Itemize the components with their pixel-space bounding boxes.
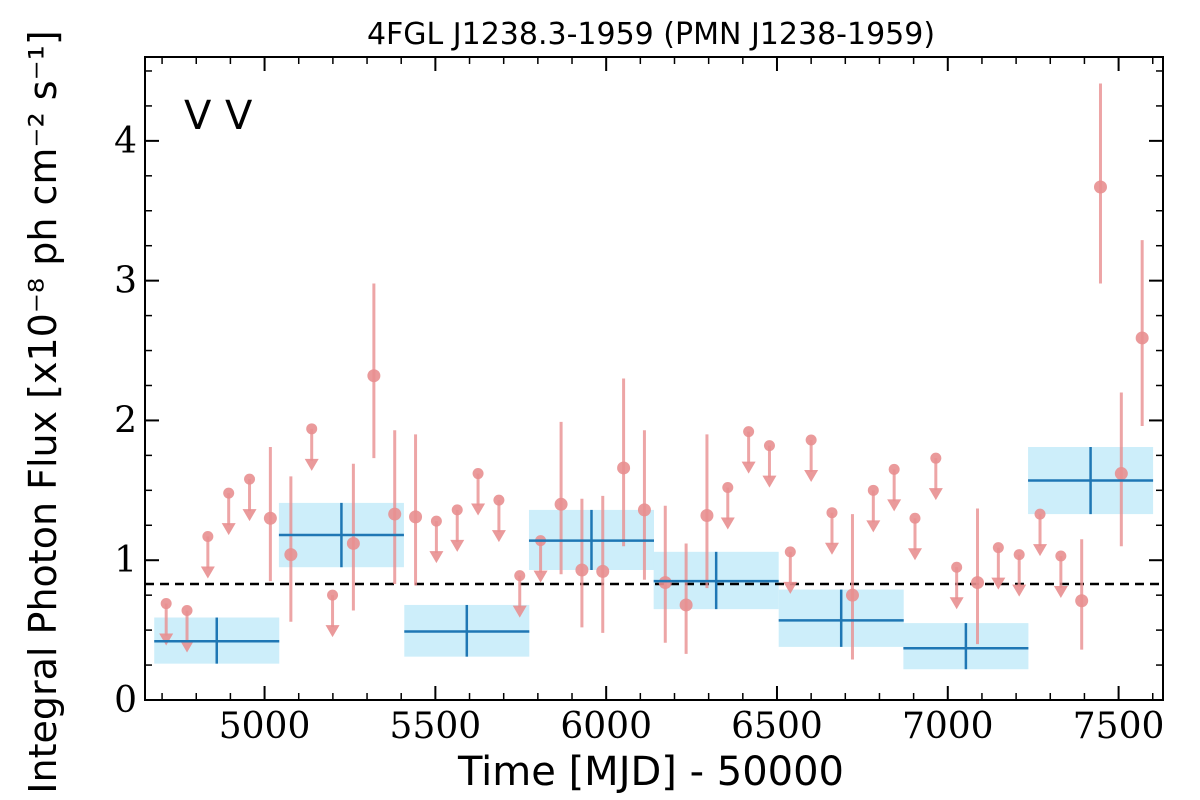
ul-arrow-11: [512, 605, 527, 618]
point-13: [700, 508, 714, 522]
axis-ticks: [145, 57, 1163, 701]
ul-point-27: [1055, 550, 1067, 562]
ul-point-3: [223, 487, 235, 499]
point-3: [367, 369, 381, 383]
ul-point-18: [826, 507, 838, 519]
point-7: [575, 563, 589, 577]
ul-point-19: [867, 484, 879, 496]
ul-arrow-4: [242, 509, 257, 522]
ul-point-6: [327, 589, 339, 601]
point-5: [409, 510, 423, 524]
ytick-label-3: 3: [114, 261, 137, 302]
ul-arrow-7: [429, 551, 444, 564]
ul-arrow-14: [741, 461, 756, 474]
ul-point-4: [244, 473, 256, 485]
ul-arrow-6: [325, 625, 340, 638]
x-axis-label: Time [MJD] - 50000: [457, 749, 844, 795]
xtick-label-5: 7500: [1073, 706, 1165, 747]
upper-limits: [159, 423, 1068, 653]
ul-point-16: [784, 546, 796, 558]
plot-frame: [144, 56, 1164, 701]
ul-point-2: [202, 530, 214, 542]
ul-arrow-19: [866, 520, 881, 533]
marker-v-blue: V: [184, 93, 212, 139]
bin-bands: [154, 446, 1154, 670]
point-19: [1135, 331, 1149, 345]
point-10: [637, 503, 651, 517]
tick-labels: 5000 5500 6000 6500 7000 7500 0 1 2 3 4: [114, 121, 1164, 747]
marker-v-red: V: [225, 93, 253, 139]
y-axis-label: Integral Photon Flux [x10⁻⁸ ph cm⁻² s⁻¹]: [21, 30, 65, 793]
ul-point-13: [722, 482, 734, 494]
ytick-label-1: 1: [114, 540, 137, 581]
ul-arrow-0: [159, 633, 174, 646]
ul-point-20: [888, 463, 900, 475]
ul-point-21: [909, 512, 921, 524]
ul-arrow-24: [991, 577, 1006, 590]
ul-point-17: [805, 434, 817, 446]
point-6: [554, 497, 568, 511]
ul-point-5: [306, 423, 318, 435]
xtick-label-1: 5500: [390, 706, 482, 747]
ul-arrow-21: [907, 548, 922, 561]
ul-point-24: [992, 542, 1004, 554]
ytick-label-2: 2: [114, 400, 137, 441]
ul-arrow-22: [928, 488, 943, 501]
ul-arrow-18: [824, 542, 839, 555]
ytick-label-4: 4: [114, 121, 137, 162]
ul-arrow-3: [221, 523, 236, 536]
ul-point-25: [1013, 549, 1025, 561]
ul-point-7: [430, 515, 442, 527]
point-16: [1075, 594, 1089, 608]
ul-arrow-20: [887, 499, 902, 512]
xtick-label-2: 6000: [560, 706, 652, 747]
point-17: [1093, 180, 1107, 194]
ul-arrow-27: [1053, 586, 1068, 599]
ul-arrow-10: [491, 530, 506, 543]
xtick-label-4: 7000: [902, 706, 994, 747]
ul-arrow-9: [471, 503, 486, 516]
chart-title: 4FGL J1238.3-1959 (PMN J1238-1959): [367, 17, 935, 52]
ul-arrow-23: [949, 597, 964, 610]
ul-point-26: [1034, 508, 1046, 520]
ul-point-23: [951, 561, 963, 573]
point-1: [284, 548, 298, 562]
xtick-label-0: 5000: [219, 706, 311, 747]
point-9: [617, 461, 631, 475]
ul-point-22: [930, 452, 942, 464]
point-11: [658, 576, 672, 590]
data-points: [263, 83, 1149, 660]
point-12: [679, 598, 693, 612]
ul-arrow-16: [783, 581, 798, 594]
ul-point-1: [181, 605, 193, 617]
point-4: [388, 507, 402, 521]
ul-arrow-2: [200, 566, 215, 579]
ul-arrow-26: [1033, 544, 1048, 557]
ul-point-14: [743, 426, 755, 438]
bin-crosses: [154, 446, 1154, 670]
ul-point-8: [451, 504, 463, 516]
ul-point-11: [514, 570, 526, 582]
ul-point-9: [472, 468, 484, 480]
ul-point-15: [763, 440, 775, 452]
point-0: [263, 511, 277, 525]
point-14: [845, 588, 859, 602]
point-18: [1114, 467, 1128, 481]
ul-arrow-5: [304, 458, 319, 471]
ul-arrow-15: [762, 475, 777, 488]
ul-point-0: [160, 598, 172, 610]
point-15: [971, 576, 985, 590]
ul-arrow-25: [1012, 584, 1027, 597]
ul-arrow-12: [533, 570, 548, 583]
ytick-label-0: 0: [114, 680, 137, 721]
ul-arrow-8: [450, 539, 465, 552]
ul-point-10: [493, 494, 505, 506]
point-2: [346, 536, 360, 550]
point-8: [596, 564, 610, 578]
xtick-label-3: 6500: [731, 706, 823, 747]
ul-arrow-13: [720, 517, 735, 530]
ul-arrow-1: [180, 640, 195, 653]
ul-arrow-17: [804, 470, 819, 483]
